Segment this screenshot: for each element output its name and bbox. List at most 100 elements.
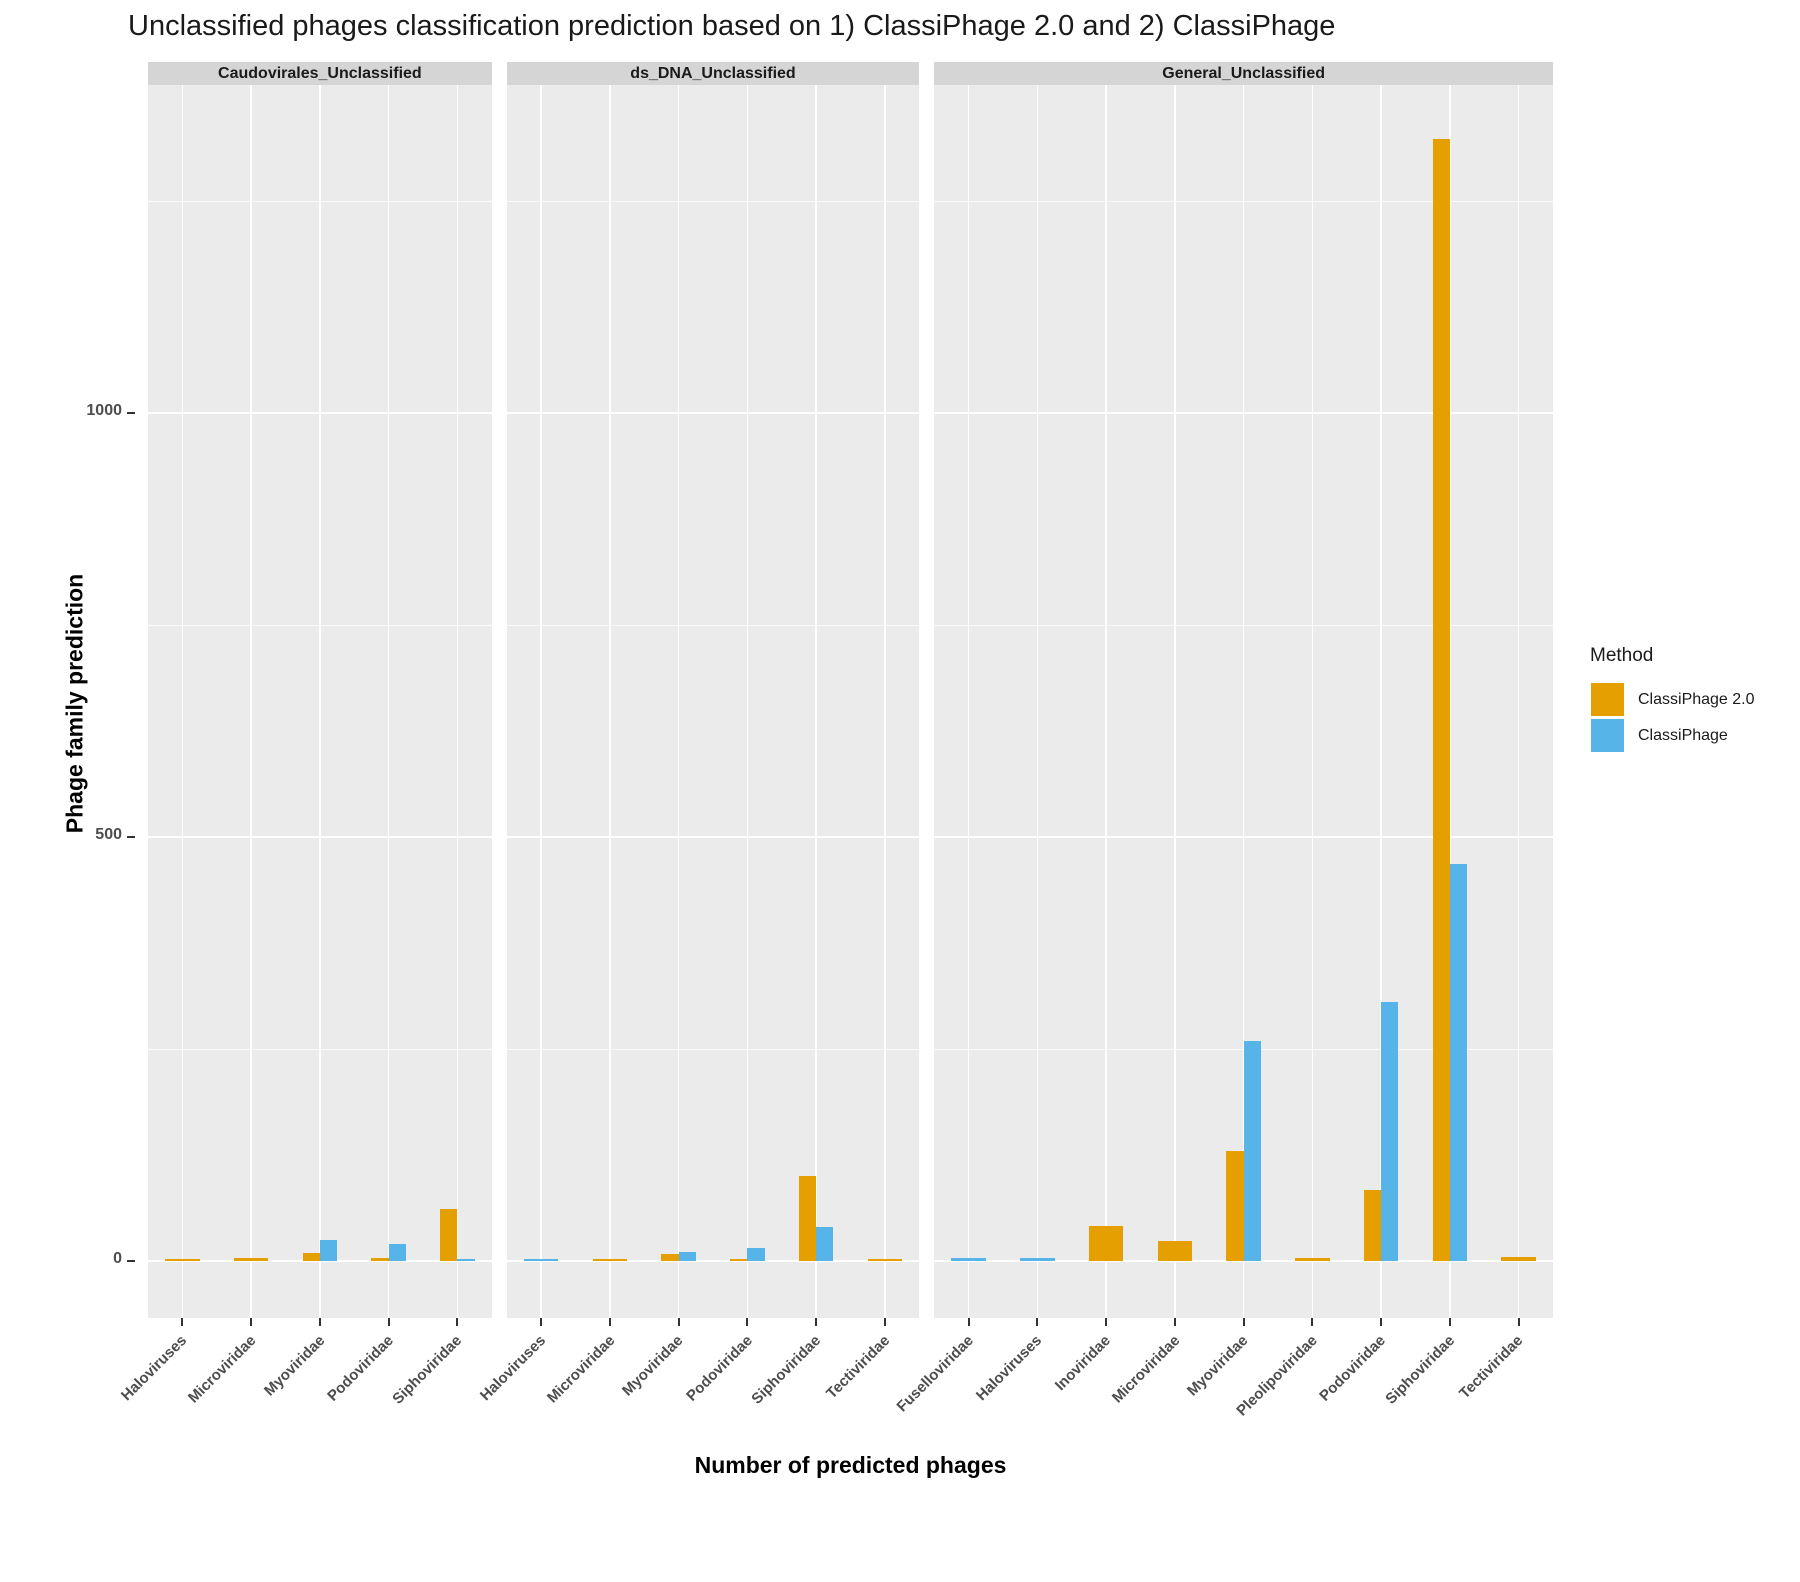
bar-classiphage [523, 1258, 559, 1262]
major-gridline [506, 1260, 920, 1263]
bar-classiphage [1381, 1001, 1399, 1262]
x-tick-mark [318, 1318, 321, 1326]
x-tick-label: Microviridae [543, 1332, 618, 1407]
legend-swatch-classiphage-2-0 [1591, 683, 1624, 716]
chart-title: Unclassified phages classification predi… [128, 10, 1336, 42]
x-tick-mark [387, 1318, 390, 1326]
category-gridline [1311, 85, 1314, 1318]
x-tick-mark [746, 1318, 749, 1326]
facet-strip-label: General_Unclassified [1162, 64, 1325, 82]
facet-panel [934, 85, 1553, 1318]
category-gridline [319, 85, 321, 1318]
x-tick-mark [1173, 1318, 1176, 1326]
x-tick-mark [1311, 1318, 1314, 1326]
y-tick-mark [127, 1260, 135, 1263]
category-gridline [456, 85, 459, 1318]
x-tick-label: Podoviridae [323, 1332, 397, 1405]
bar-classiphage [1243, 1040, 1261, 1262]
x-tick-mark [677, 1318, 680, 1326]
x-tick-mark [1036, 1318, 1039, 1326]
category-gridline [540, 85, 542, 1318]
bar-classiphage [457, 1258, 475, 1262]
category-gridline [1036, 85, 1039, 1318]
facet-strip: General_Unclassified [934, 62, 1553, 85]
bar-classiphage-2-0 [233, 1257, 269, 1262]
x-tick-label: Podoviridae [1316, 1332, 1390, 1405]
x-tick-mark [181, 1318, 184, 1326]
x-tick-mark [883, 1318, 886, 1326]
bar-classiphage-2-0 [661, 1253, 679, 1262]
facet-strip: ds_DNA_Unclassified [506, 62, 920, 85]
x-tick-label: Microviridae [184, 1332, 260, 1407]
x-tick-mark [608, 1318, 611, 1326]
x-tick-mark [1448, 1318, 1451, 1326]
legend-title: Method [1590, 645, 1654, 666]
x-tick-label: Haloviruses [118, 1332, 191, 1405]
bar-classiphage-2-0 [730, 1258, 748, 1262]
y-tick-mark [127, 412, 135, 415]
category-gridline [1174, 85, 1176, 1318]
bar-classiphage [747, 1247, 765, 1262]
category-gridline [181, 85, 184, 1318]
bar-classiphage-2-0 [1088, 1226, 1124, 1262]
facet-strip: Caudovirales_Unclassified [148, 62, 492, 85]
bar-classiphage [951, 1257, 986, 1262]
bar-classiphage-2-0 [1363, 1189, 1382, 1262]
category-gridline [387, 85, 390, 1318]
major-gridline [506, 836, 920, 839]
bar-classiphage-2-0 [1295, 1257, 1330, 1262]
x-tick-mark [1517, 1318, 1520, 1326]
x-tick-label: Tectiviridae [1456, 1332, 1527, 1403]
category-gridline [677, 85, 680, 1318]
major-gridline [506, 412, 920, 415]
x-tick-label: Inoviridae [1052, 1332, 1115, 1395]
x-tick-mark [456, 1318, 459, 1326]
bar-classiphage-2-0 [302, 1252, 320, 1262]
y-tick-label: 1000 [86, 402, 122, 420]
y-tick-label: 0 [113, 1250, 122, 1268]
x-tick-label: Podoviridae [682, 1332, 756, 1405]
x-tick-label: Siphoviridae [1382, 1332, 1458, 1408]
facet-panel [506, 85, 920, 1318]
x-tick-label: Microviridae [1108, 1332, 1183, 1407]
x-tick-mark [815, 1318, 818, 1326]
legend-label: ClassiPhage [1638, 727, 1728, 744]
bar-classiphage [1449, 864, 1468, 1262]
category-gridline [967, 85, 970, 1318]
x-tick-mark [540, 1318, 543, 1326]
minor-gridline [506, 625, 920, 627]
x-tick-label: Haloviruses [476, 1332, 550, 1405]
x-tick-label: Tectiviridae [822, 1332, 893, 1403]
x-axis-title: Number of predicted phages [694, 1452, 1007, 1478]
x-tick-label: Myoviridae [619, 1332, 687, 1400]
bar-classiphage [1020, 1257, 1055, 1262]
category-gridline [1242, 85, 1245, 1318]
x-tick-label: Haloviruses [973, 1332, 1046, 1405]
category-gridline [1380, 85, 1382, 1318]
bar-classiphage-2-0 [1157, 1240, 1193, 1262]
y-tick-label: 500 [95, 826, 122, 844]
category-gridline [1105, 85, 1107, 1318]
legend-label: ClassiPhage 2.0 [1638, 691, 1755, 708]
x-tick-label: Fuselloviridae [893, 1332, 977, 1416]
x-tick-label: Myoviridae [260, 1332, 328, 1400]
facet-strip-label: Caudovirales_Unclassified [218, 64, 422, 82]
bar-classiphage-2-0 [798, 1176, 817, 1262]
category-gridline [609, 85, 611, 1318]
y-axis-title: Phage family prediction [61, 573, 88, 833]
legend-swatch-classiphage [1591, 719, 1624, 752]
bar-classiphage-2-0 [1432, 139, 1450, 1262]
category-gridline [1517, 85, 1520, 1318]
bar-classiphage-2-0 [165, 1258, 200, 1262]
bar-classiphage [388, 1244, 406, 1262]
category-gridline [746, 85, 749, 1318]
x-tick-label: Siphoviridae [748, 1332, 825, 1408]
facet-strip-label: ds_DNA_Unclassified [630, 64, 796, 82]
facet-panel [148, 85, 492, 1318]
category-gridline [815, 85, 817, 1318]
category-gridline [250, 85, 252, 1318]
bar-classiphage [319, 1239, 338, 1262]
bar-classiphage-2-0 [592, 1258, 628, 1262]
bar-classiphage-2-0 [440, 1208, 458, 1262]
